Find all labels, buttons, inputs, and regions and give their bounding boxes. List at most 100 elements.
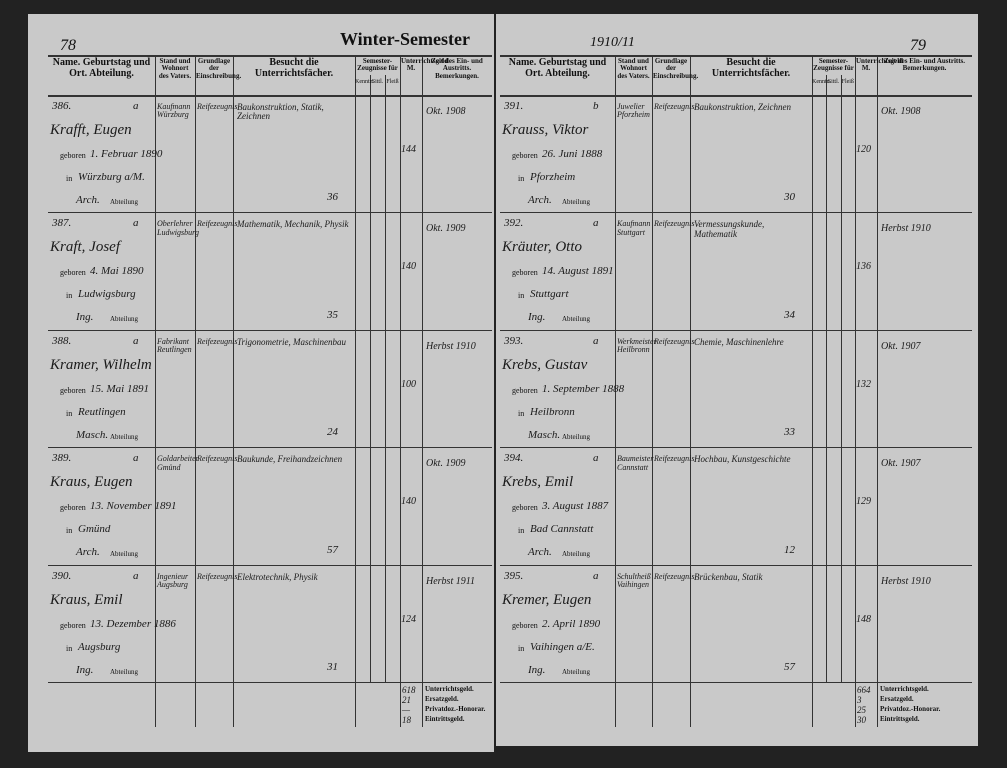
basis: Reifezeugnis [197,219,238,229]
in-label: in [518,408,525,418]
basis: Reifezeugnis [654,571,695,581]
department-label: Abteilung [110,198,138,206]
in-label: in [66,526,73,536]
rule [48,212,492,214]
department: Arch. [76,194,100,206]
subcolumn-header: Kenntn. [355,79,375,85]
subcolumn-header: Kenntn. [812,79,832,85]
department-label: Abteilung [110,315,138,324]
subject-total: 57 [327,543,338,556]
subcolumn-header: Fleiß [386,79,399,85]
birth-date: 3. August 1887 [542,500,609,513]
father: Kaufmann Würzburg [157,102,191,120]
department: Arch. [76,546,100,559]
rule [500,212,972,214]
page-number: 79 [910,37,926,54]
subjects: Vermessungskunde, Mathematik [694,219,765,239]
rule [48,329,492,331]
entry-section: a [133,100,139,112]
born-label: geboren [512,385,538,395]
right-page [496,14,978,746]
entry-number: 388. [52,334,72,347]
total-value: 18 [402,715,411,725]
basis: Reifezeugnis [197,454,238,464]
fee: 136 [856,261,871,273]
fee: 132 [856,378,871,390]
birth-place: Bad Cannstatt [530,523,594,536]
department: Ing. [528,663,546,676]
father: Kaufmann Stuttgart [617,219,651,237]
column-header: Stand und Wohnort des Vaters. [617,57,650,80]
rule [855,55,856,727]
department: Ing. [76,663,94,676]
father: Werkmeister Heilbronn [617,336,657,355]
entry-number: 395. [504,569,524,582]
birth-date: 26. Juni 1888 [542,148,603,160]
father: Ingenieur Augsburg [157,571,189,589]
birth-date: 1. Februar 1890 [90,148,163,160]
column-header: Semester-Zeugnisse für [813,57,854,73]
rule [500,95,972,97]
basis: Reifezeugnis [654,102,695,111]
subjects: Baukunde, Freihandzeichnen [237,454,343,465]
total-value: 618 [402,685,416,695]
entry-section: a [133,334,139,347]
rule [48,564,492,566]
total-label: Privatdoz.-Honorar. [880,705,941,713]
rule [652,55,653,727]
remark: Herbst 1910 [881,223,931,235]
birth-date: 14. August 1891 [542,265,614,278]
rule [48,95,492,97]
rule [812,55,813,727]
birth-place: Heilbronn [530,405,575,418]
rule [195,55,196,727]
department-label: Abteilung [562,315,590,324]
fee: 140 [401,261,416,273]
column-header: Name. Geburtstag und Ort. Abteilung. [508,57,607,79]
in-label: in [518,643,525,653]
birth-place: Augsburg [78,640,121,653]
department: Arch. [528,546,552,559]
remark: Herbst 1910 [426,340,476,352]
student-name: Krauss, Viktor [502,122,589,138]
entry-number: 393. [504,334,524,347]
column-header: Name. Geburtstag und Ort. Abteilung. [52,57,151,79]
born-label: geboren [512,620,538,630]
subject-total: 30 [784,191,795,204]
rule [840,75,842,682]
remark: Okt. 1907 [881,458,921,470]
subcolumn-header: Fleiß [841,79,854,85]
born-label: geboren [60,503,86,513]
father: Schultheiß Vaihingen [617,571,651,589]
rule [877,55,878,727]
remark: Okt. 1909 [426,223,466,235]
born-label: geboren [512,268,538,278]
father: Juwelier Pforzheim [617,102,650,120]
subject-total: 33 [784,426,795,439]
total-value: 3 [857,695,862,705]
subjects: Elektrotechnik, Physik [237,571,318,582]
in-label: in [518,174,525,183]
subject-total: 36 [327,191,338,204]
subject-total: 12 [784,543,795,556]
entry-number: 394. [504,452,524,465]
total-value: 25 [857,705,866,715]
fee: 144 [401,144,416,155]
semester-title: Winter-Semester [340,29,470,49]
total-value: — [402,705,411,715]
fee: 148 [856,613,871,625]
entry-number: 386. [52,100,72,112]
remark: Herbst 1911 [426,575,475,587]
subject-total: 35 [327,308,338,321]
student-name: Kremer, Eugen [502,591,592,608]
birth-date: 13. November 1891 [90,500,177,513]
subcolumn-header: Sittl. [827,79,840,85]
rule [48,682,492,683]
birth-place: Vaihingen a/E. [530,640,595,653]
remark: Okt. 1907 [881,340,921,352]
entry-section: a [593,334,599,347]
rule [48,55,492,57]
rule [400,55,401,727]
father: Oberlehrer Ludwigsburg [157,219,199,237]
rule [826,75,828,682]
